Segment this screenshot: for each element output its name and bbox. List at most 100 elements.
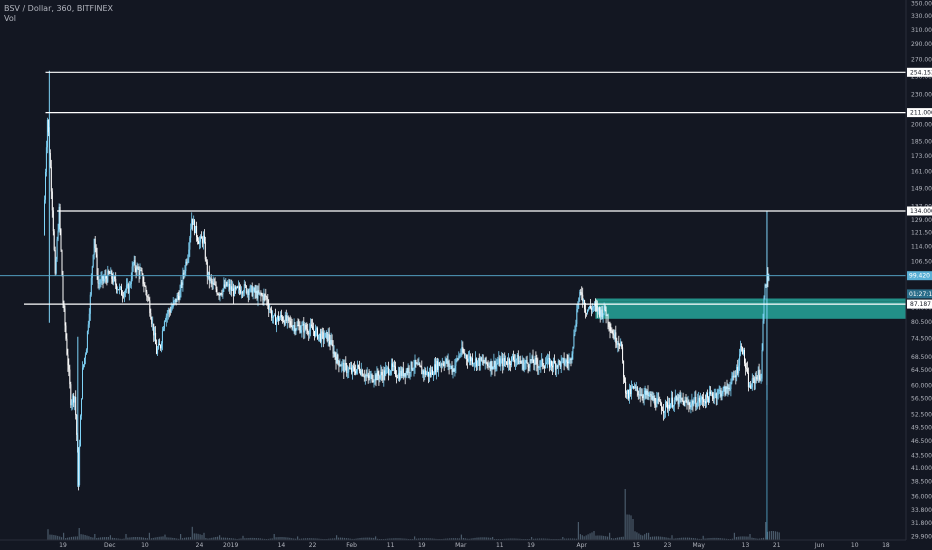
candle-body <box>716 395 718 399</box>
candle-body <box>171 307 173 309</box>
candle-body <box>238 286 239 288</box>
volume-bar <box>211 537 213 540</box>
candle-body <box>394 365 395 367</box>
volume-bar <box>745 536 747 540</box>
candle-body <box>505 361 507 362</box>
volume-bar <box>533 538 535 540</box>
candle-body <box>707 392 708 398</box>
volume-bar <box>248 538 250 540</box>
candle-body <box>97 274 99 284</box>
volume-bar <box>84 535 86 540</box>
candle-body <box>255 290 257 293</box>
volume-bar <box>279 537 281 540</box>
candle-body <box>681 397 683 401</box>
candle-body <box>275 314 276 325</box>
symbol-title[interactable]: BSV / Dollar, 360, BITFINEX <box>4 4 114 13</box>
candle-body <box>410 361 412 373</box>
volume-bar <box>749 534 751 540</box>
candle-body <box>354 367 355 372</box>
candle-body <box>59 206 61 230</box>
candle-body <box>516 354 518 359</box>
candle-body <box>111 271 113 279</box>
candle-body <box>387 367 389 369</box>
candle-body <box>92 254 94 267</box>
volume-bar <box>406 538 408 540</box>
time-axis[interactable]: 19 Dec 10 24 2019 14 22 Feb 11 19 Mar 11 19 Apr 15 23 Ma… <box>59 542 890 549</box>
volume-bar <box>597 535 599 540</box>
candle-body <box>243 284 245 293</box>
horizontal-levels[interactable] <box>0 71 906 305</box>
candle-body <box>150 313 152 319</box>
candle-body <box>291 325 293 329</box>
candle-body <box>303 323 305 333</box>
volume-bar <box>150 538 152 540</box>
candle-body <box>260 292 262 295</box>
candle-body <box>511 356 512 365</box>
candle-body <box>568 360 570 364</box>
candle-body <box>137 266 139 270</box>
candle-body <box>611 330 613 334</box>
volume-bar <box>98 537 100 540</box>
candle-body <box>578 297 580 304</box>
price-marker-box <box>907 271 932 281</box>
candle-body <box>634 386 636 388</box>
candle-body <box>656 399 658 408</box>
candle-body <box>422 370 424 375</box>
volume-bar <box>343 537 345 540</box>
volume-legend-label[interactable]: Vol <box>4 14 16 23</box>
candle-body <box>356 365 358 370</box>
candle-body <box>343 363 345 373</box>
candle-body <box>256 290 258 299</box>
candle-body <box>721 393 723 397</box>
candle-body <box>617 342 619 345</box>
candle-body <box>377 371 379 376</box>
candle-body <box>650 394 652 400</box>
candle-body <box>440 364 442 366</box>
volume-bar <box>415 538 418 540</box>
candle-body <box>182 272 184 286</box>
candle-body <box>714 393 716 396</box>
candle-body <box>467 358 469 362</box>
candle-body <box>241 292 243 294</box>
volume-bar <box>123 538 125 540</box>
volume-bar <box>753 538 755 540</box>
volume-bar <box>458 538 460 540</box>
price-tick-label: 52.500 <box>911 412 932 419</box>
candle-body <box>759 375 761 380</box>
volume-bar <box>679 537 681 540</box>
volume-bar <box>517 538 519 540</box>
candle-body <box>579 292 581 298</box>
candle-body <box>624 377 626 382</box>
candle-body <box>398 373 400 380</box>
candle-body <box>254 288 256 293</box>
candle-body <box>136 266 138 272</box>
candle-body <box>512 356 513 357</box>
volume-bar <box>714 537 716 540</box>
volume-bar <box>570 538 572 540</box>
volume-bar <box>109 535 111 540</box>
time-tick-label: Mar <box>455 542 467 549</box>
candle-body <box>228 284 230 285</box>
candle-body <box>242 292 244 294</box>
candle-body <box>691 401 693 404</box>
candle-body <box>81 398 82 416</box>
candle-body <box>144 286 146 287</box>
candle-body <box>101 275 103 279</box>
candle-body <box>229 284 231 290</box>
candle-body <box>353 366 355 368</box>
volume-bar <box>579 534 581 540</box>
volume-bar <box>609 532 611 540</box>
candle-body <box>423 370 425 375</box>
time-tick-label: 11 <box>496 542 504 549</box>
volume-bar <box>318 538 320 540</box>
candle-body <box>665 401 666 411</box>
candle-body <box>393 365 394 367</box>
candle-body <box>288 317 290 321</box>
candle-body <box>219 293 221 297</box>
price-tick-label: 250.000 <box>911 73 932 80</box>
candle-body <box>145 286 147 292</box>
candle-body <box>130 279 132 284</box>
volume-bar <box>702 535 704 540</box>
price-axis[interactable]: 350.000 330.000 310.000 290.000 270.000 250.0… <box>907 1 932 541</box>
